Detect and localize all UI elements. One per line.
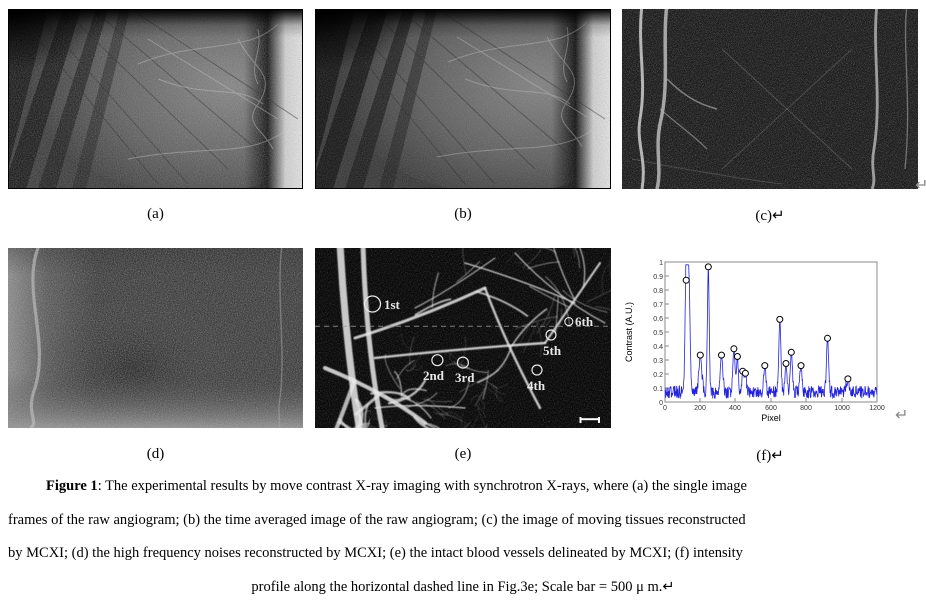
svg-text:200: 200 bbox=[694, 405, 706, 412]
svg-text:800: 800 bbox=[800, 405, 812, 412]
svg-text:0.9: 0.9 bbox=[653, 274, 663, 281]
svg-text:0.4: 0.4 bbox=[653, 344, 663, 351]
svg-text:3rd: 3rd bbox=[455, 370, 475, 385]
svg-text:5th: 5th bbox=[543, 343, 562, 358]
svg-text:0.5: 0.5 bbox=[653, 330, 663, 337]
svg-text:1000: 1000 bbox=[834, 405, 850, 412]
svg-text:0.1: 0.1 bbox=[653, 386, 663, 393]
svg-text:2nd: 2nd bbox=[423, 368, 445, 383]
svg-text:0: 0 bbox=[663, 405, 667, 412]
svg-text:Pixel: Pixel bbox=[761, 413, 781, 423]
svg-text:0.6: 0.6 bbox=[653, 316, 663, 323]
svg-text:1200: 1200 bbox=[869, 405, 885, 412]
svg-text:0.8: 0.8 bbox=[653, 288, 663, 295]
svg-text:1st: 1st bbox=[384, 297, 401, 312]
svg-text:0.2: 0.2 bbox=[653, 372, 663, 379]
svg-text:1: 1 bbox=[659, 260, 663, 267]
svg-text:6th: 6th bbox=[575, 314, 594, 329]
svg-text:0.7: 0.7 bbox=[653, 302, 663, 309]
svg-text:400: 400 bbox=[729, 405, 741, 412]
svg-text:4th: 4th bbox=[527, 378, 546, 393]
svg-text:Contrast (A.U.): Contrast (A.U.) bbox=[624, 302, 634, 362]
svg-text:0.3: 0.3 bbox=[653, 358, 663, 365]
svg-text:600: 600 bbox=[765, 405, 777, 412]
